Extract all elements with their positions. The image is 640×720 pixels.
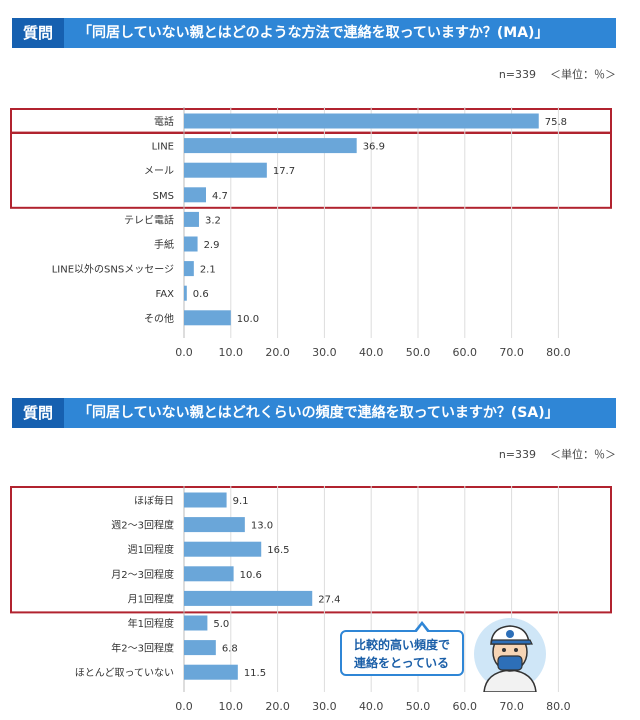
category-label: 電話 bbox=[154, 115, 174, 128]
bar bbox=[184, 640, 216, 656]
callout-bubble: 比較的高い頻度で 連絡をとっている bbox=[340, 621, 464, 676]
mascot-character-icon bbox=[474, 618, 546, 692]
x-tick-label: 40.0 bbox=[359, 346, 384, 359]
callout-line-2: 連絡をとっている bbox=[354, 656, 450, 670]
bar bbox=[184, 310, 231, 326]
value-label: 6.8 bbox=[222, 644, 238, 655]
bar bbox=[184, 211, 199, 227]
unit-label: ＜単位：％＞ bbox=[550, 448, 616, 461]
callout-line-1: 比較的高い頻度で bbox=[354, 638, 451, 652]
value-label: 3.2 bbox=[205, 215, 221, 226]
category-label: FAX bbox=[155, 289, 174, 300]
category-label: LINE bbox=[152, 142, 174, 153]
sample-size: n=339 bbox=[498, 68, 536, 81]
question-text: 「同居していない親とはどのような方法で連絡を取っていますか？(MA)」 bbox=[78, 25, 549, 41]
value-label: 17.7 bbox=[273, 166, 295, 177]
x-tick-label: 70.0 bbox=[499, 700, 524, 713]
category-label: メール bbox=[144, 166, 174, 177]
category-label: LINE以外のSNSメッセージ bbox=[52, 264, 174, 276]
category-label: 年1回程度 bbox=[128, 617, 174, 630]
bar bbox=[184, 162, 267, 178]
x-tick-label: 40.0 bbox=[359, 700, 384, 713]
category-label: 月1回程度 bbox=[128, 592, 174, 605]
sample-size: n=339 bbox=[498, 448, 536, 461]
value-label: 10.0 bbox=[237, 314, 259, 325]
bar bbox=[184, 566, 234, 582]
question-text: 「同居していない親とはどれくらいの頻度で連絡を取っていますか？(SA)」 bbox=[78, 405, 559, 421]
highlight-frame bbox=[10, 131, 612, 209]
bar bbox=[184, 187, 206, 203]
question-tag: 質問 bbox=[12, 398, 64, 428]
category-label: ほぼ毎日 bbox=[134, 494, 174, 507]
x-tick-label: 80.0 bbox=[546, 346, 571, 359]
value-label: 0.6 bbox=[193, 289, 209, 300]
x-tick-label: 60.0 bbox=[453, 700, 478, 713]
value-label: 13.0 bbox=[251, 521, 273, 532]
bar-chart-contact-methods: 0.0 10.0 20.0 30.0 40.0 50.0 60.0 70.0 80.0 電話 75.… bbox=[10, 107, 612, 359]
bar bbox=[184, 138, 357, 154]
highlight-frame bbox=[10, 486, 612, 614]
x-tick-label: 30.0 bbox=[312, 346, 337, 359]
bar bbox=[184, 285, 187, 301]
bar bbox=[184, 590, 313, 606]
category-label: 週1回程度 bbox=[128, 543, 174, 556]
value-label: 11.5 bbox=[244, 668, 266, 679]
category-label: 月2～3回程度 bbox=[111, 568, 174, 581]
category-label: 年2～3回程度 bbox=[111, 642, 174, 655]
x-tick-label: 50.0 bbox=[406, 700, 431, 713]
x-tick-label: 20.0 bbox=[265, 700, 290, 713]
chart-meta-1: n=339 ＜単位：％＞ bbox=[485, 66, 616, 82]
category-label: SMS bbox=[153, 191, 174, 202]
unit-label: ＜単位：％＞ bbox=[550, 68, 616, 81]
bar-chart-contact-frequency: 0.0 10.0 20.0 30.0 40.0 50.0 60.0 70.0 80.0 ほぼ毎日 9… bbox=[10, 486, 612, 713]
question-tag: 質問 bbox=[12, 18, 64, 48]
value-label: 27.4 bbox=[318, 594, 340, 605]
value-label: 10.6 bbox=[240, 570, 262, 581]
value-label: 9.1 bbox=[233, 496, 249, 507]
category-label: その他 bbox=[144, 312, 174, 325]
x-tick-label: 60.0 bbox=[453, 346, 478, 359]
x-tick-label: 70.0 bbox=[499, 346, 524, 359]
x-tick-label: 0.0 bbox=[175, 346, 193, 359]
value-label: 2.1 bbox=[200, 265, 216, 276]
x-tick-label: 20.0 bbox=[265, 346, 290, 359]
x-tick-label: 50.0 bbox=[406, 346, 431, 359]
bar bbox=[184, 113, 539, 129]
x-tick-label: 0.0 bbox=[175, 700, 193, 713]
bar bbox=[184, 664, 238, 680]
bar bbox=[184, 541, 262, 557]
value-label: 36.9 bbox=[363, 142, 385, 153]
question-header-2: 質問 「同居していない親とはどれくらいの頻度で連絡を取っていますか？(SA)」 bbox=[12, 398, 616, 428]
x-tick-label: 10.0 bbox=[219, 700, 244, 713]
x-tick-label: 10.0 bbox=[219, 346, 244, 359]
chart-meta-2: n=339 ＜単位：％＞ bbox=[485, 446, 616, 462]
bar bbox=[184, 517, 245, 533]
value-label: 75.8 bbox=[545, 117, 567, 128]
value-label: 4.7 bbox=[212, 191, 228, 202]
x-tick-label: 80.0 bbox=[546, 700, 571, 713]
bar bbox=[184, 615, 208, 631]
value-label: 2.9 bbox=[204, 240, 220, 251]
category-label: ほとんど取っていない bbox=[75, 667, 174, 679]
bar bbox=[184, 236, 198, 252]
bar bbox=[184, 492, 227, 508]
bar bbox=[184, 261, 194, 277]
question-header-1: 質問 「同居していない親とはどのような方法で連絡を取っていますか？(MA)」 bbox=[12, 18, 616, 48]
category-label: テレビ電話 bbox=[124, 213, 174, 226]
category-label: 手紙 bbox=[154, 238, 174, 251]
x-tick-label: 30.0 bbox=[312, 700, 337, 713]
category-label: 週2～3回程度 bbox=[111, 519, 174, 532]
value-label: 5.0 bbox=[213, 619, 229, 630]
value-label: 16.5 bbox=[267, 545, 289, 556]
